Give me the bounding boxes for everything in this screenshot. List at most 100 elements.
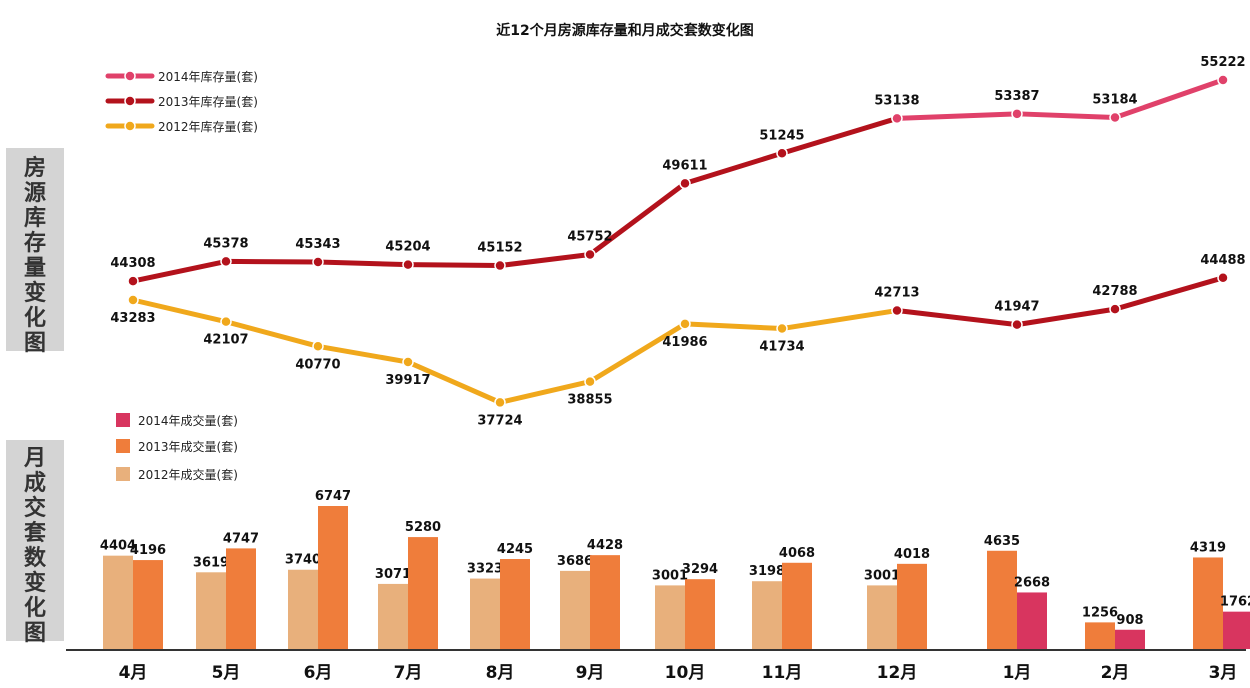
data-label: 41986 xyxy=(662,335,707,350)
data-point xyxy=(220,315,232,328)
legend-swatch xyxy=(116,439,130,453)
legend-label: 2012年库存量(套) xyxy=(158,119,258,134)
data-point xyxy=(1109,303,1121,315)
bar xyxy=(408,537,438,649)
bar xyxy=(752,581,782,649)
legend-marker xyxy=(124,70,136,82)
bar xyxy=(1017,592,1047,649)
data-label: 41734 xyxy=(759,340,804,355)
legend-label: 2012年成交量(套) xyxy=(138,467,238,482)
bar xyxy=(897,563,927,649)
bar xyxy=(378,583,408,649)
bar xyxy=(318,506,348,649)
x-tick-label: 8月 xyxy=(486,663,515,683)
data-point xyxy=(1011,318,1023,331)
data-label: 40770 xyxy=(295,357,340,372)
bar xyxy=(1085,622,1115,649)
chart-title: 近12个月房源库存量和月成交套数变化图 xyxy=(496,23,754,39)
bar-value-label: 3619 xyxy=(193,555,229,570)
bar-value-label: 4196 xyxy=(130,543,166,558)
data-point xyxy=(312,256,324,268)
data-point xyxy=(1109,111,1121,124)
data-point xyxy=(127,294,139,306)
bar-value-label: 3071 xyxy=(375,567,411,582)
bar-value-label: 2668 xyxy=(1014,575,1050,590)
data-label: 39917 xyxy=(385,373,430,388)
bar-value-label: 4319 xyxy=(1190,540,1226,555)
bar-value-label: 6747 xyxy=(315,489,351,504)
bar-value-label: 4428 xyxy=(587,538,623,553)
x-tick-label: 11月 xyxy=(762,663,803,683)
bar-value-label: 4245 xyxy=(497,542,533,557)
data-label: 41947 xyxy=(994,300,1039,315)
data-point xyxy=(402,258,414,271)
bar xyxy=(103,555,133,649)
bar xyxy=(500,559,530,649)
data-label: 45343 xyxy=(295,237,340,252)
data-label: 42788 xyxy=(1092,284,1137,299)
bar xyxy=(655,585,685,649)
data-point xyxy=(402,356,414,368)
bar-value-label: 3198 xyxy=(749,564,785,579)
inventory-axis-label: 房源库存量变化图 xyxy=(6,148,64,356)
bar-value-label: 3294 xyxy=(682,562,718,577)
bar-value-label: 4068 xyxy=(779,546,815,561)
bar-value-label: 4404 xyxy=(100,539,136,554)
data-label: 53138 xyxy=(874,93,919,108)
data-point xyxy=(776,147,788,160)
bar xyxy=(560,570,590,649)
x-tick-label: 3月 xyxy=(1209,663,1238,683)
data-label: 55222 xyxy=(1200,55,1245,70)
data-label: 45378 xyxy=(203,236,248,251)
x-tick-label: 5月 xyxy=(212,663,241,683)
legend-swatch xyxy=(116,413,130,427)
data-point xyxy=(127,275,139,287)
bar-value-label: 4018 xyxy=(894,547,930,562)
legend-label: 2013年成交量(套) xyxy=(138,439,238,454)
data-point xyxy=(891,304,903,317)
data-label: 44488 xyxy=(1200,253,1245,268)
data-point xyxy=(891,112,903,125)
bar xyxy=(470,578,500,649)
data-point xyxy=(220,255,232,268)
bar-value-label: 4747 xyxy=(223,531,259,546)
data-label: 43283 xyxy=(110,311,155,326)
x-tick-label: 9月 xyxy=(576,663,605,683)
bar-value-label: 4635 xyxy=(984,534,1020,549)
bar-value-label: 3001 xyxy=(864,568,900,583)
bar xyxy=(1115,629,1145,649)
bar-value-label: 908 xyxy=(1116,613,1143,628)
data-label: 53387 xyxy=(994,89,1039,104)
x-tick-label: 2月 xyxy=(1101,663,1130,683)
legend-label: 2014年库存量(套) xyxy=(158,69,258,84)
bar xyxy=(226,548,256,649)
bar xyxy=(196,572,226,649)
volume-axis-label: 月成交套数变化图 xyxy=(6,440,64,646)
x-tick-label: 4月 xyxy=(119,663,148,683)
legend-label: 2014年成交量(套) xyxy=(138,413,238,428)
data-label: 45204 xyxy=(385,240,430,255)
bar xyxy=(685,579,715,649)
data-point xyxy=(584,248,596,261)
x-tick-label: 6月 xyxy=(304,663,333,683)
data-label: 44308 xyxy=(110,256,155,271)
data-point xyxy=(494,259,506,272)
legend-marker xyxy=(124,95,136,107)
data-point xyxy=(679,318,691,330)
x-tick-label: 1月 xyxy=(1003,663,1032,683)
bar xyxy=(987,550,1017,649)
series-line xyxy=(894,77,1226,121)
bar-value-label: 3001 xyxy=(652,568,688,583)
data-point xyxy=(584,375,596,388)
legend-label: 2013年库存量(套) xyxy=(158,94,258,109)
bar xyxy=(288,569,318,649)
data-label: 45752 xyxy=(567,230,612,245)
bar-value-label: 1256 xyxy=(1082,605,1118,620)
bar xyxy=(1223,611,1250,649)
legend-marker xyxy=(124,120,136,132)
data-point xyxy=(494,396,506,409)
series-line xyxy=(894,275,1226,328)
bar-value-label: 3323 xyxy=(467,562,503,577)
bar xyxy=(1193,557,1223,649)
